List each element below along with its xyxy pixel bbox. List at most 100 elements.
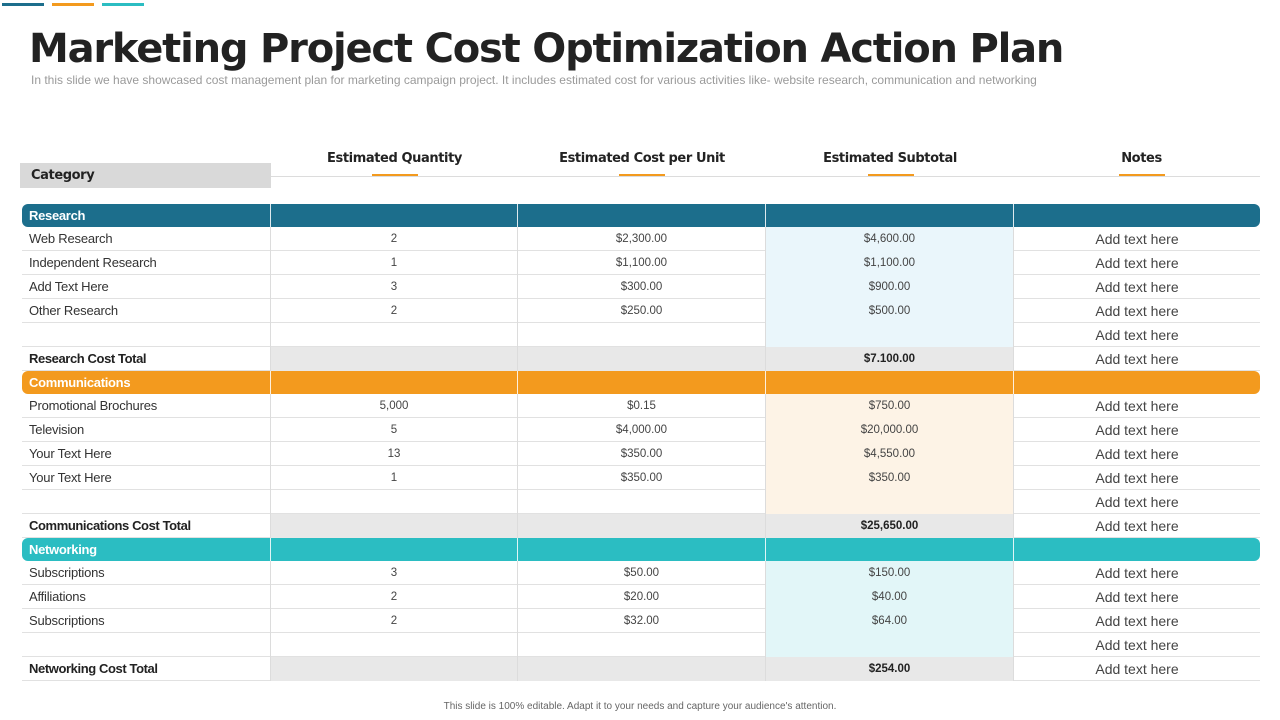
- cost-per-unit-header-underline: [619, 174, 665, 176]
- table-row: Affiliations 2 $20.00 $40.00 Add text here: [22, 585, 1260, 609]
- unit-cost-cell: $32.00: [517, 609, 765, 633]
- notes-header-underline: [1119, 174, 1165, 176]
- section-band: [22, 204, 1260, 227]
- table-row: Web Research 2 $2,300.00 $4,600.00 Add text …: [22, 227, 1260, 251]
- notes-cell: Add text here: [1013, 275, 1260, 299]
- subtotal-cell: $500.00: [765, 299, 1013, 323]
- quantity-cell: 13: [270, 442, 517, 466]
- unit-cost-cell: $300.00: [517, 275, 765, 299]
- unit-cost-cell: [517, 323, 765, 347]
- accent-bar-orange: [52, 3, 94, 6]
- table-row: Add text here: [22, 490, 1260, 514]
- section-divider: [765, 204, 766, 227]
- unit-cost-cell: $350.00: [517, 466, 765, 490]
- unit-cost-cell: $4,000.00: [517, 418, 765, 442]
- subtotal-cell: $150.00: [765, 561, 1013, 585]
- section-divider: [270, 538, 271, 561]
- total-subtotal-cell: $25,650.00: [765, 514, 1013, 538]
- category-cell: Television: [29, 422, 85, 437]
- section-divider: [765, 371, 766, 394]
- section-divider: [1013, 204, 1014, 227]
- notes-cell: Add text here: [1013, 633, 1260, 657]
- page-subtitle: In this slide we have showcased cost man…: [31, 73, 1037, 87]
- notes-cell: Add text here: [1013, 251, 1260, 275]
- unit-cost-cell: $50.00: [517, 561, 765, 585]
- total-row-research: Research Cost Total $7.100.00 Add text her…: [22, 347, 1260, 371]
- notes-cell: Add text here: [1013, 490, 1260, 514]
- table-row: Television 5 $4,000.00 $20,000.00 Add text h…: [22, 418, 1260, 442]
- cost-table: Research Web Research 2 $2,300.00 $4,600.00 A…: [22, 204, 1260, 681]
- section-header-research: Research: [22, 204, 1260, 227]
- subtotal-header: Estimated Subtotal: [823, 151, 957, 166]
- section-title: Research: [29, 208, 86, 223]
- table-row: Add text here: [22, 323, 1260, 347]
- quantity-header-underline: [372, 174, 418, 176]
- category-header: Category: [20, 163, 271, 188]
- section-divider: [517, 538, 518, 561]
- section-divider: [1013, 538, 1014, 561]
- subtotal-cell: $64.00: [765, 609, 1013, 633]
- total-unit-cost-cell: [517, 347, 765, 371]
- subtotal-cell: [765, 490, 1013, 514]
- notes-cell: Add text here: [1013, 609, 1260, 633]
- table-row: Your Text Here 1 $350.00 $350.00 Add text he…: [22, 466, 1260, 490]
- category-cell: Your Text Here: [29, 470, 112, 485]
- unit-cost-cell: $250.00: [517, 299, 765, 323]
- notes-cell: Add text here: [1013, 585, 1260, 609]
- section-divider: [517, 371, 518, 394]
- notes-cell: Add text here: [1013, 299, 1260, 323]
- section-header-communications: Communications: [22, 371, 1260, 394]
- category-cell: Subscriptions: [29, 565, 105, 580]
- section-divider: [517, 204, 518, 227]
- footer-note: This slide is 100% editable. Adapt it to…: [443, 701, 837, 712]
- section-band: [22, 371, 1260, 394]
- notes-header: Notes: [1121, 151, 1162, 166]
- category-cell: Web Research: [29, 231, 113, 246]
- category-cell: Affiliations: [29, 589, 86, 604]
- section-title: Networking: [29, 542, 97, 557]
- quantity-cell: [270, 633, 517, 657]
- unit-cost-cell: $350.00: [517, 442, 765, 466]
- quantity-cell: 5: [270, 418, 517, 442]
- header-divider: [271, 176, 1260, 177]
- notes-cell: Add text here: [1013, 657, 1260, 681]
- quantity-cell: 2: [270, 609, 517, 633]
- total-quantity-cell: [270, 514, 517, 538]
- subtotal-header-underline: [868, 174, 914, 176]
- notes-cell: Add text here: [1013, 442, 1260, 466]
- subtotal-cell: $4,550.00: [765, 442, 1013, 466]
- total-quantity-cell: [270, 657, 517, 681]
- category-cell: Add Text Here: [29, 279, 109, 294]
- cost-per-unit-header: Estimated Cost per Unit: [559, 151, 725, 166]
- total-label: Research Cost Total: [29, 351, 147, 366]
- quantity-cell: 2: [270, 227, 517, 251]
- quantity-cell: [270, 323, 517, 347]
- notes-cell: Add text here: [1013, 514, 1260, 538]
- subtotal-cell: $20,000.00: [765, 418, 1013, 442]
- notes-cell: Add text here: [1013, 227, 1260, 251]
- subtotal-cell: $1,100.00: [765, 251, 1013, 275]
- unit-cost-cell: $1,100.00: [517, 251, 765, 275]
- quantity-cell: 1: [270, 466, 517, 490]
- table-row: Other Research 2 $250.00 $500.00 Add text he…: [22, 299, 1260, 323]
- quantity-cell: 1: [270, 251, 517, 275]
- total-label: Communications Cost Total: [29, 518, 191, 533]
- table-row: Add Text Here 3 $300.00 $900.00 Add text her…: [22, 275, 1260, 299]
- category-cell: Promotional Brochures: [29, 398, 158, 413]
- total-subtotal-cell: $254.00: [765, 657, 1013, 681]
- quantity-cell: [270, 490, 517, 514]
- unit-cost-cell: [517, 633, 765, 657]
- total-unit-cost-cell: [517, 514, 765, 538]
- category-cell: [22, 323, 270, 347]
- subtotal-cell: $4,600.00: [765, 227, 1013, 251]
- section-band: [22, 538, 1260, 561]
- notes-cell: Add text here: [1013, 418, 1260, 442]
- subtotal-cell: [765, 323, 1013, 347]
- category-cell: Other Research: [29, 303, 118, 318]
- total-row-communications: Communications Cost Total $25,650.00 Add t…: [22, 514, 1260, 538]
- subtotal-cell: $350.00: [765, 466, 1013, 490]
- section-divider: [1013, 371, 1014, 394]
- table-row: Independent Research 1 $1,100.00 $1,100.00 A…: [22, 251, 1260, 275]
- notes-cell: Add text here: [1013, 347, 1260, 371]
- unit-cost-cell: $2,300.00: [517, 227, 765, 251]
